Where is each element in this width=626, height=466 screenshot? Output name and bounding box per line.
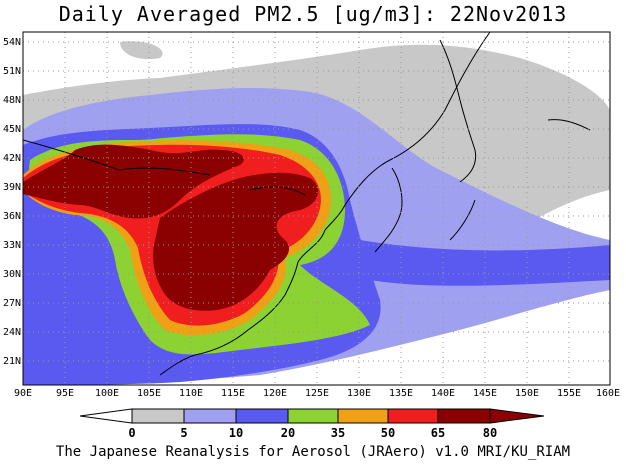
lon-label: 120E (263, 388, 287, 399)
colorbar-label: 80 (483, 426, 497, 440)
lon-label: 100E (95, 388, 119, 399)
colorbar-label: 65 (431, 426, 445, 440)
lat-label: 21N (3, 356, 21, 367)
lon-label: 110E (179, 388, 203, 399)
colorbar-label: 35 (331, 426, 345, 440)
footer-credit: The Japanese Reanalysis for Aerosol (JRA… (55, 444, 571, 460)
map-title: Daily Averaged PM2.5 [ug/m3]: 22Nov2013 (58, 2, 568, 26)
lat-label: 33N (3, 240, 21, 251)
colorbar-label: 0 (128, 426, 135, 440)
colorbar-swatch (235, 408, 289, 424)
lat-labels: 54N 51N 48N 45N 42N 39N 36N 33N 30N 27N … (3, 37, 21, 367)
colorbar-label: 5 (180, 426, 187, 440)
colorbar-swatch (337, 408, 389, 424)
colorbar-swatch (131, 408, 185, 424)
lat-label: 42N (3, 153, 21, 164)
lat-label: 27N (3, 298, 21, 309)
colorbar-label: 20 (281, 426, 295, 440)
colorbar-swatch (387, 408, 439, 424)
lat-label: 39N (3, 182, 21, 193)
lon-label: 130E (347, 388, 371, 399)
coastline-lines (23, 32, 591, 376)
colorbar-swatch (183, 408, 237, 424)
colorbar-label: 10 (229, 426, 243, 440)
lat-label: 51N (3, 66, 21, 77)
lat-label: 54N (3, 37, 21, 48)
lat-label: 48N (3, 95, 21, 106)
lon-label: 135E (389, 388, 413, 399)
pm25-contour-field (23, 32, 610, 385)
lon-label: 105E (137, 388, 161, 399)
lon-label: 150E (515, 388, 539, 399)
colorbar-max-arrow (489, 408, 545, 424)
colorbar: 0 5 10 20 35 50 65 80 (79, 408, 545, 440)
colorbar-min-arrow (79, 408, 133, 424)
lat-label: 24N (3, 327, 21, 338)
colorbar-swatch (287, 408, 339, 424)
colorbar-label: 50 (381, 426, 395, 440)
lat-label: 30N (3, 269, 21, 280)
lat-label: 36N (3, 211, 21, 222)
lon-label: 155E (557, 388, 581, 399)
colorbar-swatch (437, 408, 491, 424)
lon-label: 140E (431, 388, 455, 399)
lon-label: 145E (473, 388, 497, 399)
lon-label: 160E (596, 388, 620, 399)
lon-labels: 90E 95E 100E 105E 110E 115E 120E 125E 13… (14, 388, 620, 399)
lon-label: 115E (221, 388, 245, 399)
lon-label: 125E (305, 388, 329, 399)
map-frame (22, 31, 611, 386)
lon-label: 95E (56, 388, 74, 399)
lon-label: 90E (14, 388, 32, 399)
lat-label: 45N (3, 124, 21, 135)
